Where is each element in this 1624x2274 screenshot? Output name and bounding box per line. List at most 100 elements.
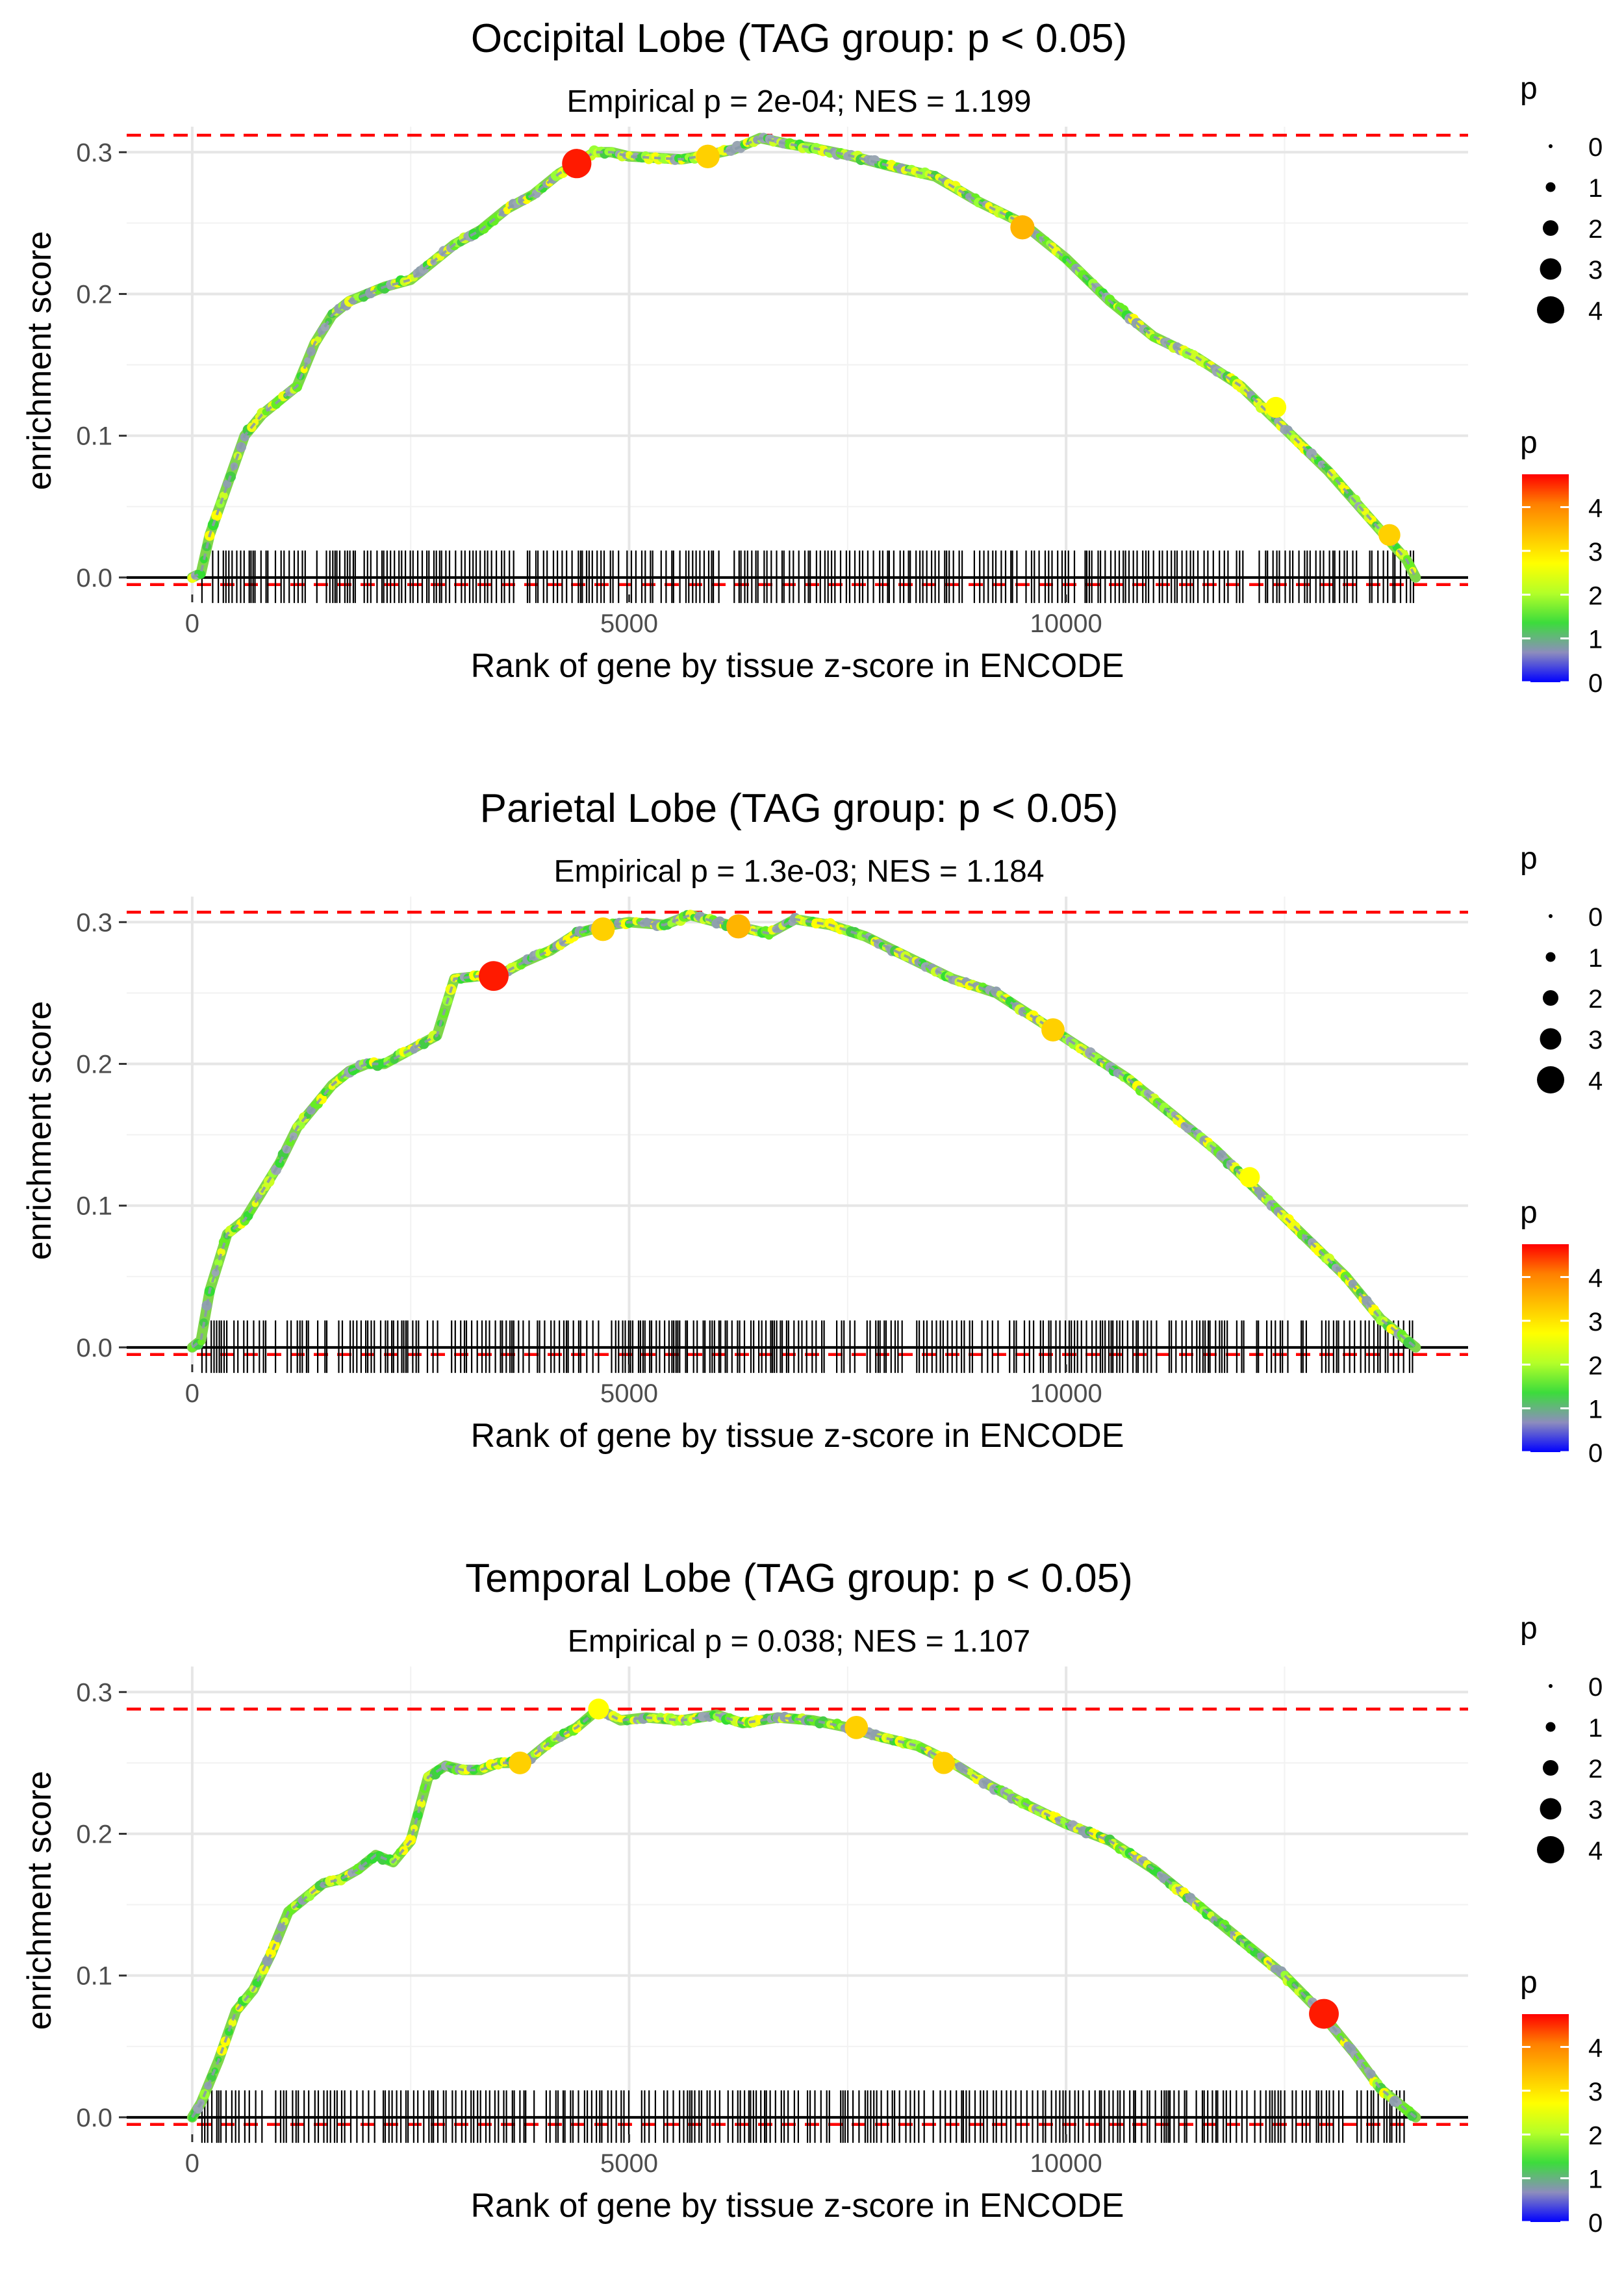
y-tick-label: 0.0 xyxy=(76,1334,112,1362)
curve-point xyxy=(405,1834,416,1845)
enrichment-points xyxy=(188,910,1416,1352)
color-legend-label: 2 xyxy=(1588,2121,1603,2150)
enrichment-curve-halo xyxy=(186,1704,1421,2123)
highlight-point xyxy=(844,1715,869,1739)
size-legend-title: p xyxy=(1520,71,1538,106)
highlight-point xyxy=(1378,524,1401,546)
size-legend-label: 3 xyxy=(1588,256,1603,285)
x-tick-label: 0 xyxy=(185,609,199,638)
size-legend-title: p xyxy=(1520,841,1538,876)
size-legend-label: 0 xyxy=(1588,1673,1603,1702)
size-legend-dot xyxy=(1543,990,1558,1006)
highlight-point xyxy=(726,914,751,939)
size-legend-dot xyxy=(1537,1836,1564,1863)
curve-point xyxy=(211,510,222,521)
highlight-point xyxy=(1010,215,1035,240)
color-legend-label: 0 xyxy=(1588,2209,1603,2238)
chart-panel-1: Occipital Lobe (TAG group: p < 0.05) Empi… xyxy=(21,16,1603,698)
highlight-point xyxy=(1239,1167,1260,1188)
chart-subtitle: Empirical p = 0.038; NES = 1.107 xyxy=(568,1624,1030,1659)
chart-subtitle: Empirical p = 1.3e-03; NES = 1.184 xyxy=(553,854,1044,889)
y-tick-label: 0.2 xyxy=(76,1050,112,1079)
y-tick-label: 0.2 xyxy=(76,1820,112,1848)
size-legend-label: 1 xyxy=(1588,944,1603,973)
color-legend-label: 0 xyxy=(1588,1439,1603,1468)
color-legend-label: 2 xyxy=(1588,1351,1603,1380)
color-legend-label: 3 xyxy=(1588,2078,1603,2106)
curve-point xyxy=(412,1810,423,1820)
size-legend-dot xyxy=(1537,1066,1564,1093)
y-tick-label: 0.1 xyxy=(76,422,112,451)
chart-title: Temporal Lobe (TAG group: p < 0.05) xyxy=(465,1556,1133,1601)
y-tick-label: 0.1 xyxy=(76,1962,112,1991)
highlight-point xyxy=(562,149,592,179)
x-tick-label: 0 xyxy=(185,2149,199,2178)
size-legend-dot xyxy=(1549,914,1553,918)
highlight-point xyxy=(508,1751,531,1774)
size-legend-label: 2 xyxy=(1588,985,1603,1014)
curve-point xyxy=(306,346,316,356)
x-axis-title: Rank of gene by tissue z-score in ENCODE xyxy=(471,1417,1124,1455)
highlight-point xyxy=(590,917,615,941)
y-tick-label: 0.2 xyxy=(76,280,112,309)
curve-point xyxy=(196,570,206,579)
enrichment-curve-line xyxy=(191,1707,1417,2119)
gridlines xyxy=(127,897,1468,1364)
color-legend-title: p xyxy=(1520,1195,1538,1230)
color-legend-bar xyxy=(1522,474,1569,682)
enrichment-curve-halo xyxy=(186,910,1421,1353)
highlight-point xyxy=(479,961,509,991)
y-tick-label: 0.0 xyxy=(76,564,112,593)
curve-point xyxy=(218,1236,230,1248)
x-axis-title: Rank of gene by tissue z-score in ENCODE xyxy=(471,647,1124,685)
x-tick-label: 0 xyxy=(185,1379,199,1408)
color-legend-label: 1 xyxy=(1588,1396,1603,1424)
color-legend-label: 0 xyxy=(1588,669,1603,698)
size-legend-dot xyxy=(1543,220,1558,236)
size-legend-label: 4 xyxy=(1588,1067,1603,1095)
color-legend-label: 4 xyxy=(1588,1264,1603,1293)
color-legend-bar xyxy=(1522,1244,1569,1452)
color-legend-label: 2 xyxy=(1588,581,1603,610)
gridlines xyxy=(127,127,1468,594)
curve-point xyxy=(214,1258,223,1267)
enrichment-points xyxy=(187,133,1417,583)
y-tick-label: 0.0 xyxy=(76,2104,112,2132)
x-tick-label: 10000 xyxy=(1030,2149,1102,2178)
size-legend-label: 0 xyxy=(1588,133,1603,162)
size-legend-dot xyxy=(1540,1028,1562,1050)
size-legend-dot xyxy=(1540,258,1562,280)
curve-point xyxy=(228,2018,237,2027)
curve-point xyxy=(225,2027,233,2036)
y-tick-label: 0.3 xyxy=(76,138,112,167)
x-tick-label: 5000 xyxy=(600,2149,658,2178)
curve-point xyxy=(211,1268,220,1277)
size-legend-label: 2 xyxy=(1588,1755,1603,1783)
curve-point xyxy=(416,1799,426,1808)
curve-point xyxy=(197,1338,205,1346)
size-legend-dot xyxy=(1543,1760,1558,1776)
size-legend-label: 3 xyxy=(1588,1026,1603,1054)
highlight-point xyxy=(1265,396,1287,418)
y-axis-title: enrichment score xyxy=(21,1001,58,1260)
color-legend-label: 4 xyxy=(1588,2034,1603,2063)
size-legend-label: 4 xyxy=(1588,297,1603,326)
highlight-point xyxy=(1041,1018,1065,1041)
gridlines xyxy=(127,1667,1468,2134)
color-legend-label: 3 xyxy=(1588,538,1603,567)
x-tick-label: 5000 xyxy=(600,1379,658,1408)
chart-title: Parietal Lobe (TAG group: p < 0.05) xyxy=(480,786,1119,831)
color-legend-label: 1 xyxy=(1588,2165,1603,2194)
chart-title: Occipital Lobe (TAG group: p < 0.05) xyxy=(471,16,1127,61)
size-legend-dot xyxy=(1545,182,1556,192)
y-axis-title: enrichment score xyxy=(21,231,58,491)
color-legend-label: 3 xyxy=(1588,1308,1603,1336)
size-legend-label: 2 xyxy=(1588,215,1603,244)
size-legend-label: 3 xyxy=(1588,1796,1603,1824)
size-legend-dot xyxy=(1549,144,1553,148)
enrichment-points xyxy=(188,1702,1417,2122)
chart-panel-2: Parietal Lobe (TAG group: p < 0.05) Empir… xyxy=(21,786,1603,1468)
color-legend-label: 1 xyxy=(1588,626,1603,654)
x-axis-title: Rank of gene by tissue z-score in ENCODE xyxy=(471,2187,1124,2225)
